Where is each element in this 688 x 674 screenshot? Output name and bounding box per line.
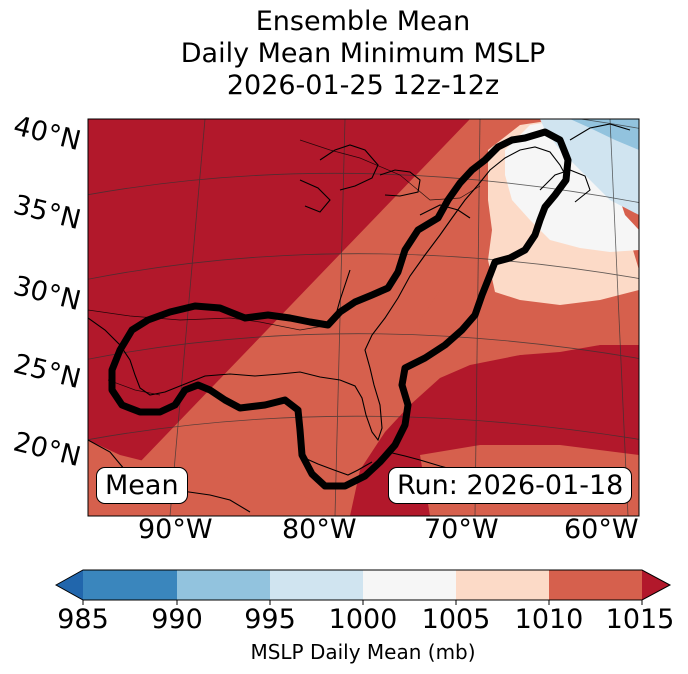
colorbar-under-arrow [56, 570, 83, 600]
contour-line [108, 128, 572, 490]
colorbar-tick-1005: 1005 [421, 604, 491, 635]
colorbar-over-arrow [642, 570, 670, 600]
field-990 [570, 119, 639, 150]
colorbar-bin-995 [270, 570, 363, 600]
colorbar-bin-985 [83, 570, 177, 600]
colorbar-tick-990: 990 [151, 604, 203, 635]
colorbar-tick-995: 995 [244, 604, 296, 635]
colorbar-tick-1010: 1010 [514, 604, 584, 635]
title-line-3: 2026-01-25 12z-12z [226, 70, 500, 101]
title-line-1: Ensemble Mean [255, 6, 471, 37]
colorbar-bin-1010 [549, 570, 642, 600]
mean-label-box: Mean [96, 467, 188, 504]
colorbar-bin-1000 [363, 570, 456, 600]
colorbar-label: MSLP Daily Mean (mb) [250, 640, 476, 664]
lon-label-60w: 60°W [564, 514, 639, 545]
colorbar-tick-1000: 1000 [328, 604, 398, 635]
borders [88, 139, 481, 396]
colorbar-bin-1005 [456, 570, 549, 600]
run-label-box: Run: 2026-01-18 [388, 467, 633, 504]
graticule [88, 119, 639, 516]
map-frame [87, 118, 640, 517]
title-line-2: Daily Mean Minimum MSLP [180, 38, 546, 69]
colorbar-tick-1015: 1015 [605, 604, 675, 635]
colorbar-tick-985: 985 [57, 604, 109, 635]
lon-label-70w: 70°W [424, 514, 499, 545]
lon-label-80w: 80°W [282, 514, 357, 545]
lon-label-90w: 90°W [138, 514, 213, 545]
colorbar-bin-990 [177, 570, 270, 600]
